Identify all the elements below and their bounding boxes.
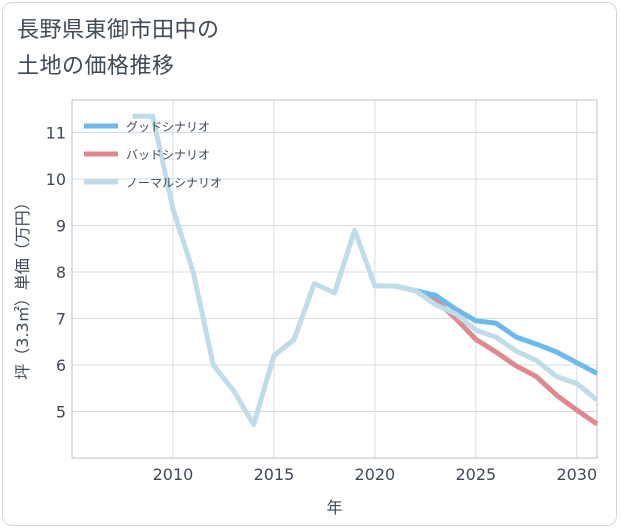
x-tick-label: 2010 (153, 465, 194, 484)
chart-card (2, 2, 617, 526)
y-tick-label: 10 (46, 170, 66, 189)
chart-title-line2: 土地の価格推移 (17, 54, 175, 79)
legend-label: バッドシナリオ (126, 148, 210, 162)
y-tick-label: 6 (56, 356, 66, 375)
y-tick-label: 11 (46, 124, 66, 143)
x-tick-label: 2030 (556, 465, 597, 484)
x-tick-label: 2025 (455, 465, 496, 484)
chart-title-line1: 長野県東御市田中の (17, 18, 220, 43)
legend-label: グッドシナリオ (126, 120, 210, 134)
series-lines (132, 113, 599, 427)
y-axis-label: 坪（3.3㎡）単価（万円） (13, 194, 32, 379)
x-tick-label: 2020 (355, 465, 396, 484)
y-tick-label: 9 (56, 217, 66, 236)
x-tick-labels: 2010 2015 2020 2025 2030 (153, 465, 598, 484)
chart-title: 長野県東御市田中の 土地の価格推移 (17, 13, 417, 85)
series-line-0 (374, 283, 599, 376)
series-line-2 (132, 113, 599, 427)
plot-border (71, 99, 598, 459)
x-axis-label: 年 (326, 498, 342, 517)
x-tick-label: 2015 (254, 465, 295, 484)
y-tick-label: 8 (56, 263, 66, 282)
y-tick-labels: 5 6 7 8 9 10 11 (46, 124, 66, 422)
y-tick-label: 5 (56, 403, 66, 422)
y-tick-label: 7 (56, 310, 66, 329)
legend-label: ノーマルシナリオ (126, 176, 222, 190)
